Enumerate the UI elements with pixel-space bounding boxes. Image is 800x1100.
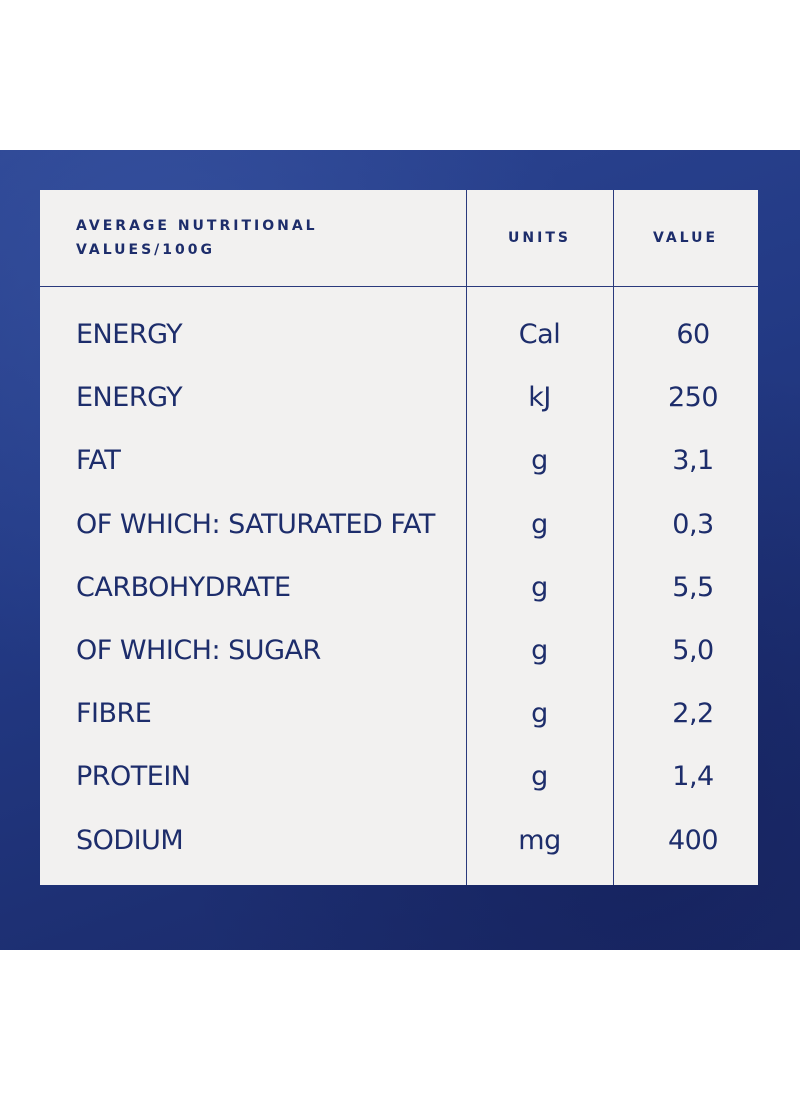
table-row: SODIUM mg 400 — [40, 809, 758, 872]
nutrient-value: 400 — [667, 824, 719, 856]
nutrient-name: SODIUM — [76, 824, 184, 856]
nutrient-name: CARBOHYDRATE — [76, 571, 291, 603]
nutrient-value: 1,4 — [672, 761, 714, 793]
nutrient-name: PROTEIN — [76, 761, 191, 793]
header-divider — [40, 286, 758, 287]
header-label-line2: VALUES/100G — [76, 242, 215, 258]
nutrient-unit: mg — [518, 824, 561, 856]
column-divider — [613, 190, 614, 885]
table-row: FAT g 3,1 — [40, 429, 758, 492]
table-row: ENERGY Cal 60 — [40, 303, 758, 366]
nutrient-unit: Cal — [518, 319, 561, 351]
table-row: OF WHICH: SATURATED FAT g 0,3 — [40, 493, 758, 556]
nutrient-name: FAT — [76, 445, 121, 477]
nutrient-unit: g — [531, 698, 548, 730]
table-row: CARBOHYDRATE g 5,5 — [40, 556, 758, 619]
nutrient-unit: g — [531, 635, 548, 667]
nutrient-value: 60 — [676, 319, 710, 351]
nutrient-value: 3,1 — [672, 445, 714, 477]
table-row: ENERGY kJ 250 — [40, 366, 758, 429]
nutrient-name: OF WHICH: SUGAR — [76, 635, 321, 667]
nutrient-value: 250 — [667, 382, 719, 414]
nutrient-value: 0,3 — [672, 508, 714, 540]
nutrition-table: AVERAGE NUTRITIONAL VALUES/100G UNITS VA… — [40, 190, 758, 885]
nutrient-name: OF WHICH: SATURATED FAT — [76, 508, 435, 540]
nutrient-name: ENERGY — [76, 382, 183, 414]
nutrient-unit: g — [531, 571, 548, 603]
nutrient-unit: kJ — [528, 382, 551, 414]
table-row: OF WHICH: SUGAR g 5,0 — [40, 619, 758, 682]
nutrient-value: 5,0 — [672, 635, 714, 667]
nutrient-unit: g — [531, 445, 548, 477]
header-label-line1: AVERAGE NUTRITIONAL — [76, 218, 318, 234]
table-row: PROTEIN g 1,4 — [40, 745, 758, 808]
nutrient-name: ENERGY — [76, 319, 183, 351]
nutrient-value: 2,2 — [672, 698, 714, 730]
nutrient-unit: g — [531, 761, 548, 793]
nutrient-value: 5,5 — [672, 571, 714, 603]
table-body: ENERGY Cal 60 ENERGY kJ 250 FAT g 3,1 OF… — [40, 303, 758, 872]
nutrient-name: FIBRE — [76, 698, 152, 730]
header-units: UNITS — [508, 230, 571, 246]
nutrient-unit: g — [531, 508, 548, 540]
header-value: VALUE — [652, 230, 719, 246]
column-divider — [466, 190, 467, 885]
header-nutrient-label: AVERAGE NUTRITIONAL VALUES/100G — [76, 190, 456, 286]
table-row: FIBRE g 2,2 — [40, 682, 758, 745]
